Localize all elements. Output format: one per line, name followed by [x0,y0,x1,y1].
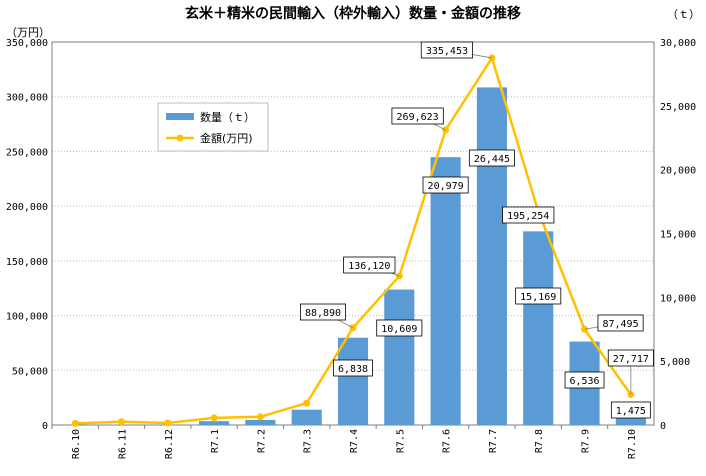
left-tick-label: 0 [42,421,48,432]
axes: 0 50,000 100,000 150,000 200,000 250,000 300,0… [6,38,696,459]
legend-label-line: 金額(万円) [200,131,253,145]
legend: 数量（ｔ） 金額(万円) [157,102,269,152]
right-tick-label: 0 [660,421,666,432]
line-data-label-box [343,256,396,274]
bar-data-label: 15,169 [520,292,556,303]
line-data-label: 136,120 [348,261,390,272]
left-tick-label: 350,000 [6,38,48,49]
category-label: R6.10 [71,429,82,459]
right-tick-label: 10,000 [660,293,696,304]
line-data-label: 269,623 [397,112,439,123]
left-tick-label: 50,000 [12,366,48,377]
line-data-label: 335,453 [426,46,468,57]
bar [523,231,554,425]
bar-data-label: 6,838 [338,364,368,375]
bar-data-label-box [468,149,515,167]
bar-data-label-box [515,287,562,305]
category-label: R7.9 [581,429,592,453]
bar-data-label: 26,445 [474,154,510,165]
bar-data-label: 1,475 [616,406,646,417]
bar-data-label: 20,979 [428,181,464,192]
legend-label-bar: 数量（ｔ） [200,111,255,124]
right-tick-label: 15,000 [660,230,696,241]
data-labels: 6,838 10,609 20,979 26,445 15,169 6,536 1,475 8… [299,41,654,419]
line-data-label: 27,717 [613,354,649,365]
category-label: R7.6 [442,429,453,453]
bar-data-label-box [333,359,373,377]
left-axis-unit: （万円） [6,26,50,39]
bar [476,87,507,425]
legend-box [157,102,269,152]
line-data-label-box [607,349,654,367]
bar-series [60,87,646,426]
legend-swatch-point [176,134,184,142]
line-data-label-box [502,206,555,224]
bar [430,157,461,426]
line-data-label: 87,495 [602,319,638,330]
category-label: R7.3 [303,429,314,453]
category-label: R7.2 [256,429,267,453]
category-label: R7.4 [349,429,360,453]
line-point [303,399,311,407]
category-label: R7.1 [210,429,221,453]
bar [291,409,322,425]
bar [245,419,276,425]
right-tick-label: 20,000 [660,166,696,177]
chart-title: 玄米＋精米の民間輸入（枠外輸入）数量・金額の推移 [185,5,521,22]
bar [337,337,369,425]
bar [384,289,415,425]
line-data-label: 195,254 [507,211,549,222]
bar-data-label-box [564,371,605,389]
line-data-label-box [597,314,644,332]
left-tick-label: 100,000 [6,312,48,323]
bar-data-label-box [376,319,423,337]
category-label: R7.5 [395,429,406,453]
line-point [71,419,79,427]
right-tick-label: 5,000 [660,357,690,368]
line-data-label: 88,890 [305,308,341,319]
line-point [117,418,125,426]
line-point [210,414,218,422]
bar-data-label-box [422,176,469,194]
bar-data-label-box [610,401,651,419]
category-label: R7.10 [627,429,638,459]
right-tick-label: 25,000 [660,102,696,113]
line-point [256,413,264,421]
right-tick-label: 30,000 [660,38,696,49]
category-label: R7.8 [534,429,545,453]
legend-swatch-bar [166,113,194,120]
left-tick-label: 200,000 [6,202,48,213]
line-data-label-box [391,107,444,125]
category-label: R7.7 [488,429,499,453]
right-axis-unit: （ｔ） [667,8,700,21]
bar-data-label: 6,536 [569,376,599,387]
category-label: R6.12 [164,429,175,459]
category-label: R6.11 [117,429,128,459]
left-tick-label: 300,000 [6,93,48,104]
bar-data-label: 10,609 [381,324,417,335]
line-point [164,419,172,427]
left-tick-label: 250,000 [6,147,48,158]
bar [199,421,230,425]
line-data-label-box [299,303,346,321]
left-tick-label: 150,000 [6,257,48,268]
line-data-label-box [420,41,474,59]
